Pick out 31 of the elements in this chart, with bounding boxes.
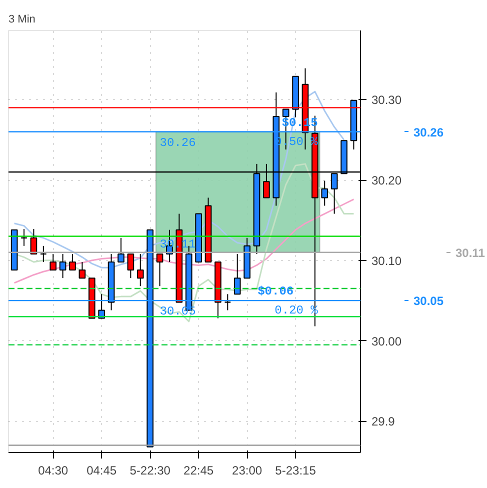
- candlestick: [118, 237, 124, 262]
- x-tick-label: 5-23:15: [275, 464, 316, 478]
- candlestick: [30, 228, 38, 254]
- ref-line-label: 30.26: [414, 125, 444, 140]
- x-tick-label: 5-22:30: [130, 464, 171, 478]
- candlestick: [50, 253, 57, 271]
- candlestick: [156, 253, 164, 287]
- annotation: 30.05: [160, 304, 196, 319]
- ref-line-label: 30.11: [456, 246, 486, 260]
- candlestick: [69, 253, 76, 271]
- chart-title: 3 Min: [8, 14, 36, 26]
- ref-line-label: 30.05: [414, 294, 444, 308]
- candlestick: [234, 253, 241, 295]
- annotation: $0.06: [258, 284, 294, 299]
- annotation: 30.26: [160, 136, 196, 150]
- candlestick: [127, 253, 134, 279]
- candlestick: [321, 180, 328, 206]
- candlestick: [224, 294, 232, 311]
- x-tick-label: 23:00: [232, 464, 262, 478]
- y-tick-label: 29.9: [372, 414, 396, 429]
- line-series: [14, 198, 354, 284]
- candlestick: [136, 253, 144, 287]
- y-tick-label: 30.30: [372, 93, 402, 108]
- x-tick-label: 04:30: [38, 464, 68, 478]
- y-tick-label: 30.20: [372, 174, 402, 188]
- y-tick-label: 30.10: [372, 254, 402, 268]
- x-tick-label: 04:45: [86, 464, 117, 478]
- x-tick-label: 22:45: [184, 464, 214, 478]
- candlestick: [59, 253, 66, 279]
- candlestick: [78, 261, 86, 279]
- y-tick-label: 30.00: [372, 334, 402, 348]
